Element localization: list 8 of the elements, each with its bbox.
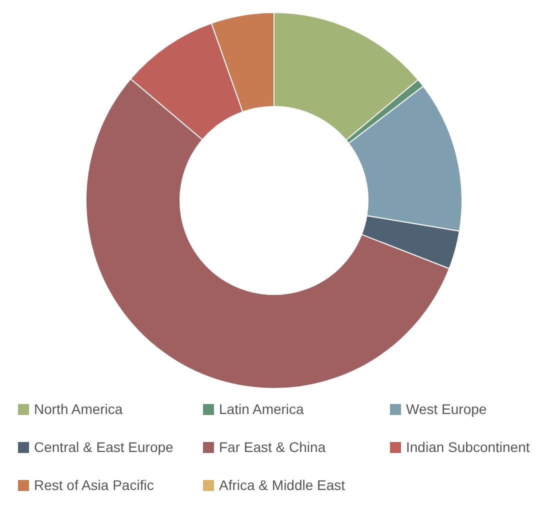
legend-label: Rest of Asia Pacific	[34, 477, 154, 493]
legend-label: Latin America	[219, 401, 304, 417]
legend-label: Far East & China	[219, 439, 326, 455]
legend-label: Central & East Europe	[34, 439, 174, 455]
legend-label: Africa & Middle East	[219, 477, 346, 493]
legend-label: North America	[34, 401, 123, 417]
legend-label: Indian Subcontinent	[406, 439, 530, 455]
legend-label: West Europe	[406, 401, 487, 417]
